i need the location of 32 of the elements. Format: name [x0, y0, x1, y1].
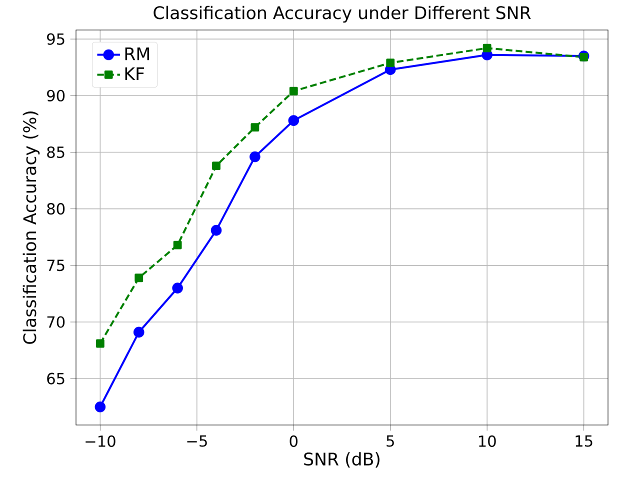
point — [212, 162, 220, 170]
point — [482, 44, 492, 52]
x-tick-label: 5 — [386, 435, 394, 447]
legend-label: RM — [125, 47, 149, 60]
y-tick-label: 85 — [47, 146, 64, 158]
x-tick-label: −10 — [86, 435, 116, 447]
point — [173, 240, 182, 250]
y-tick-label: 90 — [47, 90, 65, 102]
x-tick-label: −5 — [187, 435, 207, 447]
y-tick-label: 65 — [47, 372, 64, 384]
point — [288, 115, 300, 126]
point — [96, 339, 104, 348]
legend-label: KF — [125, 67, 144, 80]
chart-title: Classification Accuracy under Different SNR — [154, 6, 531, 23]
x-tick-label: 15 — [576, 435, 592, 447]
y-axis-title: Classification Accuracy (%) — [22, 112, 40, 344]
point — [133, 326, 144, 338]
point — [94, 401, 106, 412]
point — [172, 282, 183, 294]
x-tick-label: 0 — [290, 435, 298, 447]
point — [289, 86, 298, 96]
point — [250, 123, 260, 132]
y-tick-label: 70 — [47, 316, 65, 328]
point — [134, 274, 144, 282]
x-axis-title: SNR (dB) — [304, 452, 380, 468]
point — [210, 224, 222, 236]
y-tick-label: 80 — [47, 203, 65, 215]
y-tick-label: 75 — [47, 260, 64, 272]
x-tick-label: 10 — [479, 435, 496, 447]
point — [386, 58, 395, 68]
y-tick-label: 95 — [47, 33, 64, 45]
point — [250, 151, 260, 162]
